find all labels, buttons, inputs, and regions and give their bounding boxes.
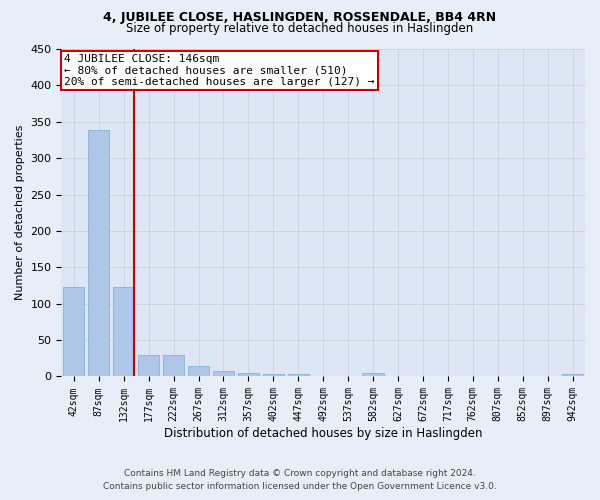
Bar: [113, 287, 134, 376]
Bar: [163, 356, 184, 376]
Bar: [562, 374, 583, 376]
X-axis label: Distribution of detached houses by size in Haslingden: Distribution of detached houses by size …: [164, 427, 482, 440]
Text: Contains HM Land Registry data © Crown copyright and database right 2024.
Contai: Contains HM Land Registry data © Crown c…: [103, 470, 497, 491]
Text: 4 JUBILEE CLOSE: 146sqm
← 80% of detached houses are smaller (510)
20% of semi-d: 4 JUBILEE CLOSE: 146sqm ← 80% of detache…: [64, 54, 374, 87]
Text: Size of property relative to detached houses in Haslingden: Size of property relative to detached ho…: [127, 22, 473, 35]
Y-axis label: Number of detached properties: Number of detached properties: [15, 125, 25, 300]
Text: 4, JUBILEE CLOSE, HASLINGDEN, ROSSENDALE, BB4 4RN: 4, JUBILEE CLOSE, HASLINGDEN, ROSSENDALE…: [103, 11, 497, 24]
Bar: [263, 374, 284, 376]
Bar: [188, 366, 209, 376]
Bar: [138, 356, 159, 376]
Bar: [88, 130, 109, 376]
Bar: [238, 373, 259, 376]
Bar: [362, 373, 383, 376]
Bar: [287, 374, 309, 376]
Bar: [213, 370, 234, 376]
Bar: [63, 287, 85, 376]
